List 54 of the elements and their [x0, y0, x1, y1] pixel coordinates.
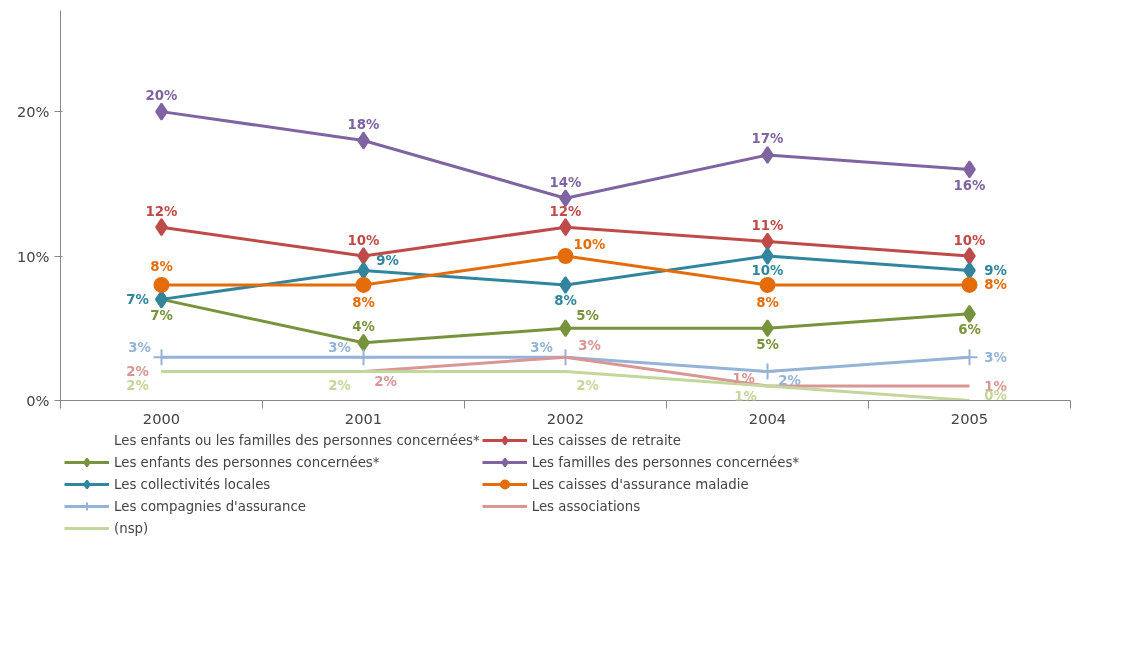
x-tick-label: 2001	[344, 409, 383, 427]
data-label: 7%	[126, 291, 149, 307]
data-label: 9%	[376, 253, 399, 268]
legend-label: Les familles des personnes concernées*	[531, 454, 800, 470]
x-tick-label: 2002	[546, 409, 585, 427]
data-label: 2%	[576, 378, 599, 394]
x-tick-label: 2000	[142, 409, 181, 427]
y-tick-label: 20%	[16, 103, 50, 121]
data-label: 8%	[554, 293, 577, 309]
data-label: 20%	[145, 88, 178, 104]
data-label: 2%	[126, 378, 149, 394]
data-label: 10%	[751, 262, 784, 278]
data-label: 8%	[352, 295, 375, 311]
data-label: 5%	[756, 336, 779, 352]
data-label: 3%	[328, 339, 351, 355]
data-label: 3%	[530, 339, 553, 355]
data-label: 9%	[984, 263, 1007, 278]
legend-label: Les collectivités locales	[114, 476, 271, 492]
data-label: 3%	[578, 337, 601, 353]
data-label: 6%	[958, 322, 981, 338]
data-label: 12%	[145, 203, 178, 219]
y-tick-label: 10%	[16, 247, 50, 265]
data-label: 1%	[734, 388, 757, 404]
x-tick-label: 2004	[748, 409, 787, 427]
data-label: 5%	[576, 307, 599, 323]
data-label: 2%	[778, 373, 801, 389]
data-label: 12%	[549, 203, 582, 219]
data-label: 2%	[374, 374, 397, 390]
legend-label: Les caisses d'assurance maladie	[531, 476, 749, 492]
data-label: 18%	[347, 117, 380, 132]
data-label: 17%	[751, 131, 784, 147]
data-label: 8%	[150, 259, 173, 275]
y-tick-label: 0%	[26, 392, 50, 409]
legend-label: Les compagnies d'assurance	[114, 498, 306, 514]
data-label: 10%	[347, 232, 380, 248]
data-label: 7%	[150, 307, 173, 323]
data-label: 3%	[984, 349, 1007, 365]
data-label: 2%	[328, 378, 351, 394]
data-label: 14%	[549, 174, 582, 190]
data-label: 8%	[756, 295, 779, 311]
data-label: 2%	[126, 364, 149, 380]
x-tick-label: 2005	[950, 409, 989, 427]
legend-label: Les enfants des personnes concernées*	[114, 454, 380, 470]
data-label: 3%	[128, 339, 151, 355]
data-label: 8%	[984, 277, 1007, 293]
legend-label: (nsp)	[114, 520, 149, 536]
data-label: 11%	[751, 218, 784, 234]
data-label: 10%	[573, 236, 606, 252]
legend-label: Les associations	[531, 498, 641, 514]
text: Les enfants ou les familles des personnes concernées*	[114, 432, 480, 448]
data-label: 16%	[953, 177, 986, 193]
data-label: 10%	[953, 232, 986, 248]
legend-label: Les caisses de retraite	[531, 432, 682, 448]
data-label: 4%	[352, 319, 375, 335]
